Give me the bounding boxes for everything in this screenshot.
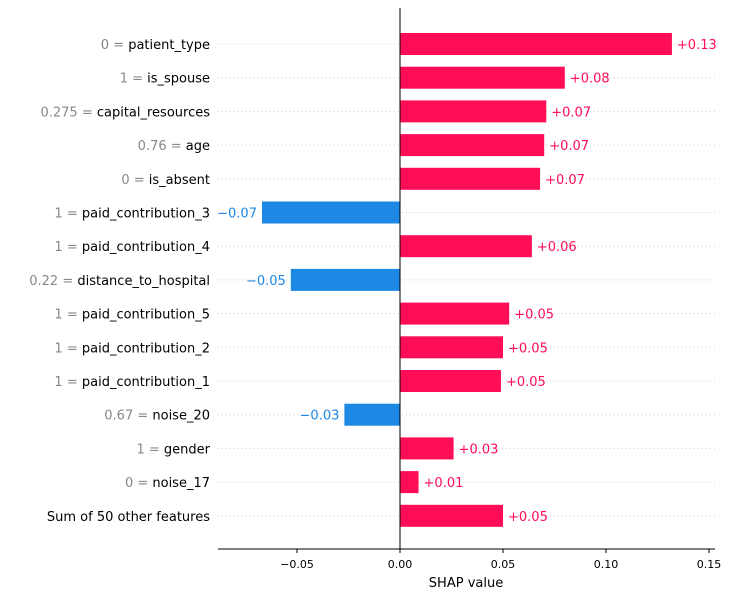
bar	[400, 437, 454, 460]
bar-value-label: +0.07	[549, 139, 589, 154]
bar	[400, 336, 503, 359]
bar	[400, 167, 541, 190]
bar-value-label: +0.03	[459, 442, 499, 457]
bar	[400, 370, 501, 392]
bars	[261, 33, 672, 527]
bar-value-label: −0.05	[246, 274, 286, 289]
feature-value: 0.22 =	[29, 274, 77, 289]
feature-label: 1 = paid_contribution_4	[54, 240, 210, 255]
bar-value-label: +0.06	[537, 240, 577, 255]
feature-value: 1 =	[120, 72, 147, 87]
feature-name: paid_contribution_5	[82, 308, 210, 323]
bar-value-label: +0.05	[514, 308, 554, 323]
bar	[261, 201, 400, 224]
feature-label: 1 = paid_contribution_1	[54, 375, 210, 390]
feature-name: paid_contribution_1	[82, 375, 210, 390]
bar-value-label: +0.05	[506, 375, 546, 390]
bar	[400, 134, 545, 157]
bar	[400, 66, 565, 89]
feature-label: 0.67 = noise_20	[104, 409, 210, 424]
x-axis-title: SHAP value	[429, 576, 503, 591]
feature-value: 1 =	[136, 442, 163, 457]
feature-name: age	[186, 139, 210, 154]
bar	[400, 471, 419, 494]
feature-value: 0 =	[101, 38, 128, 53]
feature-name: distance_to_hospital	[77, 274, 210, 289]
feature-label: 0.275 = capital_resources	[40, 105, 210, 120]
feature-label: Sum of 50 other features	[47, 510, 210, 525]
feature-name: capital_resources	[97, 105, 210, 120]
x-tick-label: −0.05	[280, 558, 314, 571]
feature-label: 1 = paid_contribution_5	[54, 308, 210, 323]
bar	[400, 504, 503, 527]
feature-label: 0 = noise_17	[125, 476, 210, 491]
feature-name: paid_contribution_3	[82, 207, 210, 222]
feature-label: 0.22 = distance_to_hospital	[29, 274, 210, 289]
feature-value: 1 =	[54, 375, 81, 390]
feature-value: 1 =	[54, 240, 81, 255]
feature-labels: +0.13 0 = patient_type +0.08 1 = is_spouse +…	[29, 38, 717, 525]
feature-name: paid_contribution_4	[82, 240, 210, 255]
bar-value-label: +0.01	[424, 476, 464, 491]
feature-name: patient_type	[128, 38, 210, 53]
feature-name: paid_contribution_2	[82, 341, 210, 356]
x-tick-label: 0.15	[697, 558, 722, 571]
bar	[400, 302, 510, 325]
bar-value-label: +0.07	[551, 105, 591, 120]
feature-value: 1 =	[54, 207, 81, 222]
feature-value: 0 =	[121, 173, 148, 188]
feature-label: 1 = paid_contribution_3	[54, 207, 210, 222]
feature-label: 0 = is_absent	[121, 173, 210, 188]
bar-value-label: +0.13	[677, 38, 717, 53]
bar	[290, 268, 400, 291]
feature-label: 1 = paid_contribution_2	[54, 341, 210, 356]
bar	[400, 33, 672, 55]
x-tick-label: 0.10	[594, 558, 619, 571]
feature-name: gender	[164, 442, 211, 457]
bar-value-label: +0.07	[545, 173, 585, 188]
feature-name: is_absent	[149, 173, 210, 188]
feature-label: 1 = gender	[136, 442, 210, 457]
bar	[400, 235, 532, 258]
bar-value-label: −0.07	[217, 207, 257, 222]
feature-value: 1 =	[54, 341, 81, 356]
feature-value: 0.67 =	[104, 409, 152, 424]
x-tick-label: 0.00	[388, 558, 413, 571]
bar	[344, 403, 400, 426]
feature-name: Sum of 50 other features	[47, 510, 210, 525]
feature-label: 1 = is_spouse	[120, 72, 210, 87]
feature-name: noise_17	[152, 476, 210, 491]
feature-value: 0.76 =	[138, 139, 186, 154]
feature-label: 0.76 = age	[138, 139, 210, 154]
feature-value: 0 =	[125, 476, 152, 491]
feature-name: noise_20	[152, 409, 210, 424]
feature-value: 0.275 =	[40, 105, 96, 120]
bar-value-label: +0.05	[508, 341, 548, 356]
bar-value-label: −0.03	[300, 409, 340, 424]
feature-name: is_spouse	[147, 72, 210, 87]
bar-value-label: +0.08	[570, 72, 610, 87]
bar	[400, 100, 547, 123]
x-axis-ticks: −0.05 0.00 0.05 0.10 0.15	[280, 549, 721, 571]
bar-value-label: +0.05	[508, 510, 548, 525]
x-tick-label: 0.05	[491, 558, 516, 571]
feature-label: 0 = patient_type	[101, 38, 210, 53]
feature-value: 1 =	[54, 308, 81, 323]
